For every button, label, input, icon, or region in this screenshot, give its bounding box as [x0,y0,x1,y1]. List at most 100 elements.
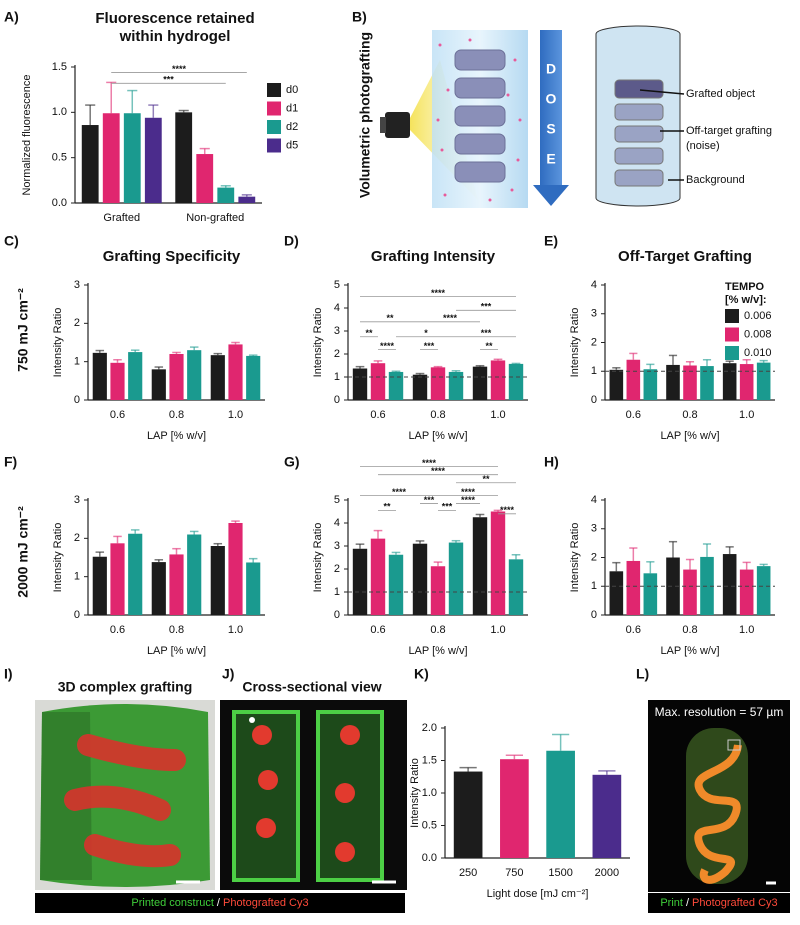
x-tick-label: 0.8 [430,624,445,636]
y-axis-label: Intensity Ratio [312,308,324,378]
panel-label: E) [544,233,558,249]
bar [412,374,428,400]
bar [370,538,386,615]
y-tick-label: 2 [74,317,80,329]
y-tick-label: 2 [334,348,340,360]
bar [490,511,506,615]
y-tick-label: 3 [334,540,340,552]
significance-label: *** [481,302,492,312]
bar [352,548,368,615]
bar [217,187,235,203]
legend-swatch [725,309,739,323]
chart-title: Grafting Specificity [103,248,241,265]
legend-label: d0 [286,84,298,96]
panel-label: C) [4,233,19,249]
bar [246,355,261,400]
caption-part: Photografted Cy3 [692,897,778,909]
y-axis-label: Intensity Ratio [569,523,581,593]
bar [739,364,754,400]
bar [666,557,680,615]
bar [238,196,256,203]
y-tick-label: 1 [591,365,597,377]
significance-label: **** [461,487,476,497]
x-tick-label: 1.0 [739,409,754,421]
significance-label: **** [443,313,458,323]
bar [609,571,624,615]
chart-title: Off-Target Grafting [618,248,752,265]
significance-label: ** [386,313,394,323]
bar [144,117,162,203]
bar [448,542,464,615]
bar [722,554,737,615]
y-tick-label: 5 [334,494,340,506]
bar [700,366,714,400]
image-title: Cross-sectional view [242,679,381,695]
significance-label: ** [365,328,373,338]
dose-arrow [540,30,562,185]
caption-part: / [217,897,221,909]
panel-label: J) [222,666,234,682]
caption-bar [35,893,405,913]
bar [92,556,107,615]
bar [609,369,624,400]
legend-swatch [267,101,281,116]
significance-label: **** [500,505,515,515]
x-tick-label: 1.0 [739,624,754,636]
dose-letter: S [546,121,555,137]
bar [756,566,771,615]
y-tick-label: 4 [334,302,340,314]
panel-label: G) [284,454,300,470]
x-axis-label: Light dose [mJ cm⁻²] [487,888,589,900]
chart-title: Grafting Intensity [371,248,496,265]
dose-letter: O [546,91,557,107]
y-tick-label: 3 [74,279,80,291]
bar [683,569,697,615]
bar [430,367,446,400]
x-tick-label: 1.0 [490,409,505,421]
significance-label: *** [163,75,174,85]
panel-label: D) [284,233,299,249]
bar [643,573,658,615]
y-tick-label: 0 [74,394,80,406]
significance-label: ** [485,341,493,351]
caption-part: Print [660,897,683,909]
bar [490,360,506,400]
y-tick-label: 0 [591,609,597,621]
bar [756,362,771,400]
legend-swatch [267,83,281,97]
significance-label: **** [431,466,446,476]
caption-bar [648,893,790,913]
legend-label: d5 [286,139,298,151]
legend-swatch [267,120,281,134]
legend-title: [% w/v]: [725,294,767,306]
bar [388,554,404,615]
y-tick-label: 1 [74,571,80,583]
y-tick-label: 3 [334,325,340,337]
x-axis-label: LAP [% w/v] [147,430,206,442]
x-tick-label: 0.6 [626,624,641,636]
dose-letter: D [546,61,556,77]
panel-label: B) [352,9,367,25]
y-tick-label: 2 [591,551,597,563]
y-tick-label: 4 [591,279,597,291]
significance-label: **** [380,341,395,351]
panel-label: I) [4,666,13,682]
bar [81,125,99,203]
bar [187,350,202,400]
x-tick-label: 1500 [548,867,572,879]
y-tick-label: 1.5 [422,754,437,766]
bar [210,546,225,615]
callout-label: Background [686,174,745,186]
x-axis-label: LAP [% w/v] [408,430,467,442]
row-label: 2000 mJ cm⁻² [15,506,31,598]
y-tick-label: 3 [591,523,597,535]
panel-label: F) [4,454,17,470]
bar [472,366,488,400]
legend-label: d1 [286,102,298,114]
y-tick-label: 0 [334,394,340,406]
y-tick-label: 2 [591,336,597,348]
y-axis-label: Intensity Ratio [569,308,581,378]
bar [123,113,141,203]
